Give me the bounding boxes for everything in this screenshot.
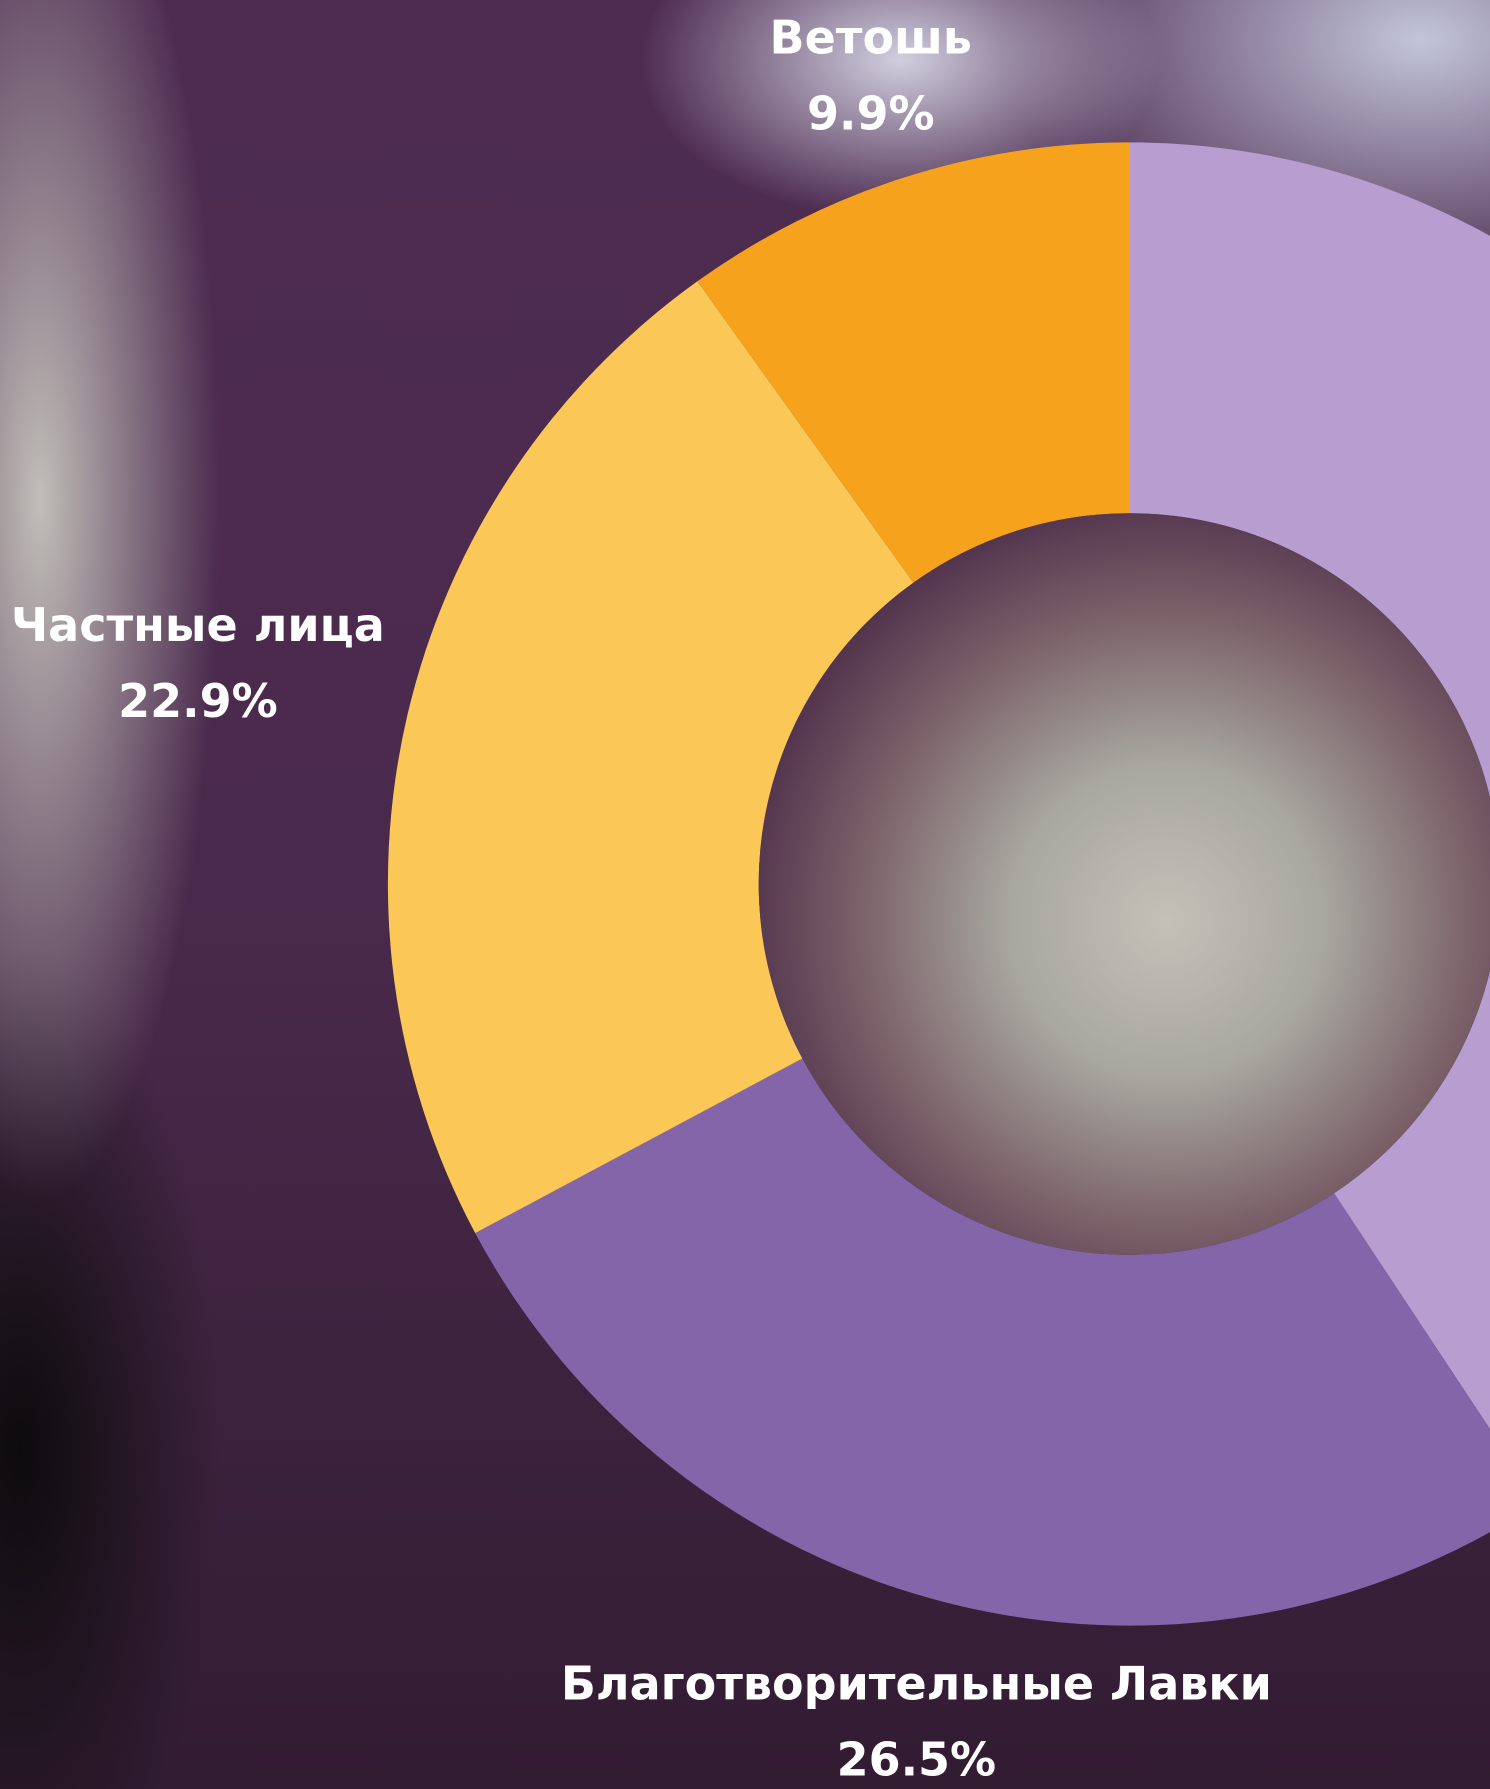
slice-value: 22.9% <box>118 674 278 728</box>
slice-value: 26.5% <box>837 1733 997 1787</box>
donut-hole <box>758 513 1490 1255</box>
donut-slice <box>1129 142 1490 1430</box>
donut-slice <box>475 1058 1490 1626</box>
slice-label: Ветошь <box>770 11 972 65</box>
donut-slice <box>387 281 914 1234</box>
slice-label: Частные лица <box>11 598 385 652</box>
slice-value: 9.9% <box>807 87 935 141</box>
donut-slice <box>697 142 1130 583</box>
slice-label: Благотворительные Лавки <box>561 1657 1272 1711</box>
